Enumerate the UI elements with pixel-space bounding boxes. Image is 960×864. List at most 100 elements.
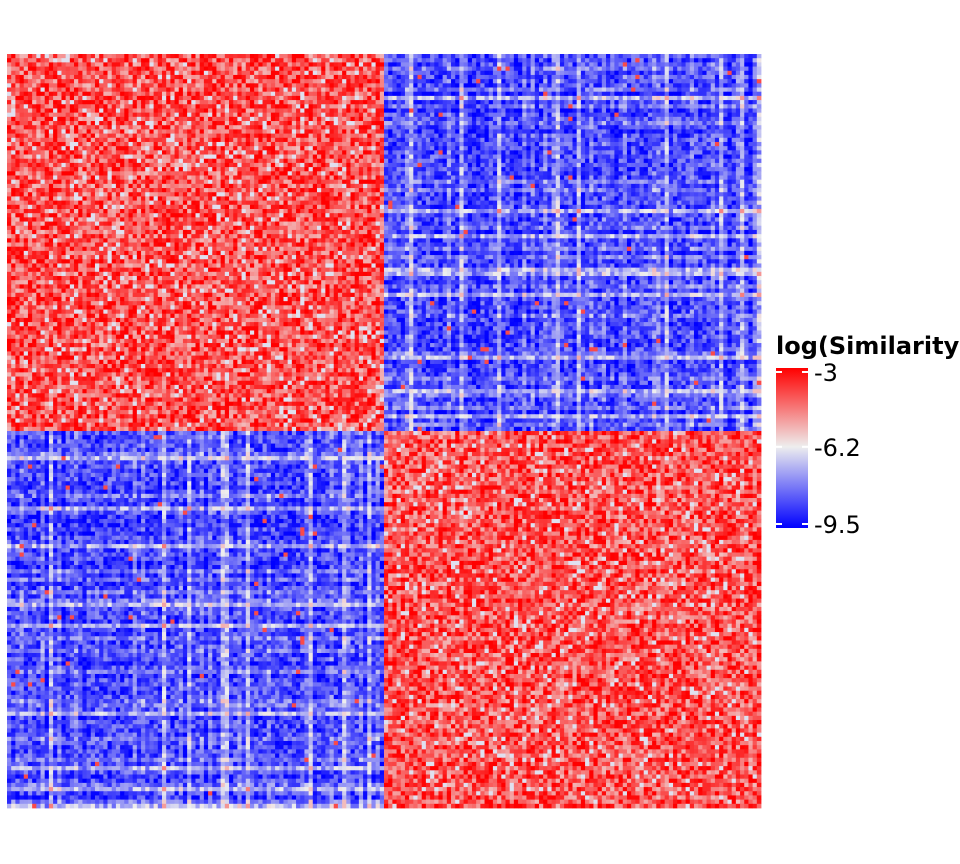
heatmap-cell — [526, 113, 531, 118]
heatmap-cell — [472, 88, 477, 93]
heatmap-cell — [154, 96, 159, 101]
heatmap-cell — [727, 125, 732, 130]
heatmap-cell — [635, 83, 640, 88]
heatmap-cell — [330, 67, 335, 72]
heatmap-cell — [640, 71, 645, 76]
heatmap-cell — [665, 108, 670, 113]
heatmap-cell — [309, 146, 314, 151]
heatmap-cell — [271, 88, 276, 93]
heatmap-cell — [577, 75, 582, 80]
heatmap-cell — [49, 117, 54, 122]
heatmap-cell — [258, 71, 263, 76]
heatmap-cell — [677, 117, 682, 122]
heatmap-cell — [644, 129, 649, 134]
heatmap-cell — [606, 104, 611, 109]
heatmap-cell — [87, 104, 92, 109]
heatmap-cell — [267, 117, 272, 122]
heatmap-cell — [430, 88, 435, 93]
heatmap-cell — [660, 92, 665, 97]
heatmap-cell — [371, 121, 376, 126]
heatmap-cell — [447, 129, 452, 134]
heatmap-cell — [346, 129, 351, 134]
heatmap-cell — [149, 113, 154, 118]
heatmap-cell — [20, 146, 25, 151]
heatmap-cell — [175, 79, 180, 84]
heatmap-cell — [552, 146, 557, 151]
heatmap-cell — [20, 113, 25, 118]
heatmap-cell — [350, 54, 355, 59]
heatmap-cell — [338, 129, 343, 134]
heatmap-cell — [485, 100, 490, 105]
heatmap-cell — [175, 71, 180, 76]
heatmap-cell — [116, 108, 121, 113]
heatmap-cell — [631, 142, 636, 147]
heatmap-cell — [711, 125, 716, 130]
heatmap-cell — [648, 134, 653, 139]
heatmap-cell — [614, 92, 619, 97]
heatmap-cell — [162, 92, 167, 97]
heatmap-cell — [501, 58, 506, 63]
heatmap-cell — [325, 100, 330, 105]
heatmap-cell — [593, 146, 598, 151]
heatmap-cell — [409, 79, 414, 84]
heatmap-cell — [388, 104, 393, 109]
heatmap-cell — [535, 100, 540, 105]
heatmap-cell — [535, 113, 540, 118]
heatmap-cell — [455, 75, 460, 80]
heatmap-cell — [451, 146, 456, 151]
heatmap-cell — [103, 58, 108, 63]
heatmap-cell — [581, 67, 586, 72]
heatmap-cell — [698, 125, 703, 130]
heatmap-cell — [614, 83, 619, 88]
heatmap-cell — [237, 142, 242, 147]
heatmap-cell — [468, 79, 473, 84]
heatmap-cell — [397, 146, 402, 151]
heatmap-cell — [489, 108, 494, 113]
heatmap-cell — [24, 75, 29, 80]
heatmap-cell — [501, 108, 506, 113]
heatmap-cell — [485, 58, 490, 63]
heatmap-cell — [464, 96, 469, 101]
heatmap-cell — [355, 146, 360, 151]
heatmap-cell — [740, 75, 745, 80]
heatmap-cell — [568, 88, 573, 93]
heatmap-cell — [28, 125, 33, 130]
heatmap-cell — [175, 92, 180, 97]
heatmap-cell — [606, 83, 611, 88]
heatmap-cell — [422, 108, 427, 113]
heatmap-cell — [191, 129, 196, 134]
heatmap-cell — [99, 79, 104, 84]
heatmap-cell — [598, 67, 603, 72]
heatmap-cell — [263, 62, 268, 67]
heatmap-cell — [497, 54, 502, 59]
heatmap-cell — [149, 117, 154, 122]
heatmap-cell — [283, 71, 288, 76]
heatmap-cell — [103, 117, 108, 122]
heatmap-cell — [384, 134, 389, 139]
heatmap-cell — [673, 108, 678, 113]
heatmap-cell — [82, 121, 87, 126]
heatmap-cell — [518, 121, 523, 126]
heatmap-cell — [124, 100, 129, 105]
heatmap-cell — [292, 146, 297, 151]
heatmap-cell — [740, 108, 745, 113]
heatmap-cell — [296, 83, 301, 88]
heatmap-cell — [53, 54, 58, 59]
heatmap-cell — [288, 129, 293, 134]
heatmap-cell — [233, 92, 238, 97]
heatmap-cell — [673, 62, 678, 67]
heatmap-cell — [162, 125, 167, 130]
heatmap-cell — [78, 134, 83, 139]
heatmap-cell — [560, 54, 565, 59]
heatmap-cell — [137, 79, 142, 84]
heatmap-cell — [179, 121, 184, 126]
heatmap-cell — [476, 67, 481, 72]
heatmap-cell — [15, 92, 20, 97]
heatmap-cell — [686, 146, 691, 151]
heatmap-cell — [321, 138, 326, 143]
heatmap-cell — [258, 121, 263, 126]
heatmap-cell — [573, 134, 578, 139]
heatmap-cell — [363, 79, 368, 84]
heatmap-cell — [263, 100, 268, 105]
heatmap-cell — [137, 113, 142, 118]
